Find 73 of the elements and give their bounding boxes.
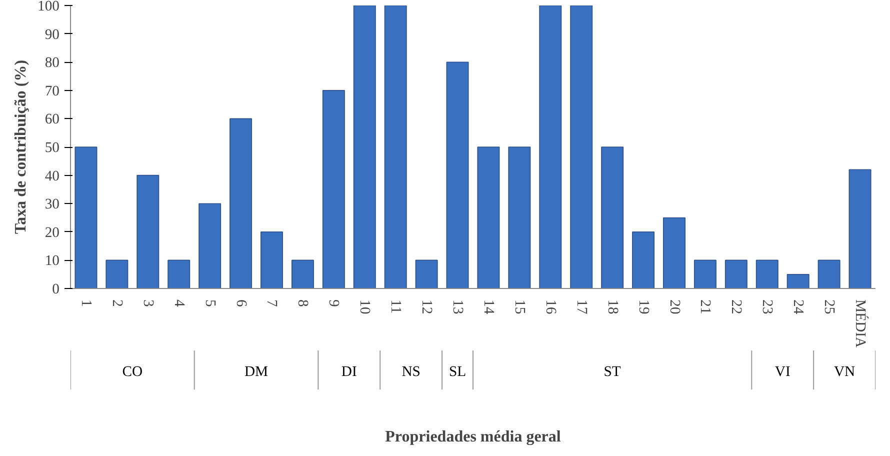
text: ST — [604, 364, 621, 380]
bar — [260, 232, 283, 288]
text: VN — [834, 364, 856, 380]
bar — [74, 146, 98, 288]
y-tick-label: 60 — [44, 112, 60, 128]
x-tick-label: 7 — [264, 300, 280, 307]
x-tick-label: 1 — [78, 300, 94, 307]
x-tick-label: 18 — [604, 300, 620, 314]
x-tick-label: 5 — [202, 300, 218, 307]
bar — [291, 260, 314, 288]
x-tick-label: 23 — [759, 300, 776, 314]
x-tick-label: 17 — [573, 300, 590, 314]
text: VI — [774, 364, 790, 380]
bar — [786, 274, 810, 288]
text: Propriedades média geral — [385, 428, 562, 446]
y-tick-label: 100 — [38, 0, 60, 14]
y-tick-label: 70 — [44, 83, 60, 100]
bar — [539, 6, 562, 288]
bar — [848, 169, 872, 288]
bar — [663, 217, 686, 288]
y-tick-label: 10 — [44, 253, 60, 270]
bar — [570, 6, 593, 288]
x-tick-label: 2 — [108, 300, 125, 307]
x-tick-label: 8 — [294, 300, 311, 307]
x-tick-label: 3 — [140, 300, 156, 307]
y-axis-title: Taxa de contribuição (%) — [12, 60, 30, 234]
text: DM — [244, 364, 268, 380]
y-tick-label: 90 — [44, 26, 60, 43]
bar — [508, 146, 531, 288]
bar — [632, 232, 655, 288]
x-tick-label: MÉDIA — [852, 300, 870, 348]
x-tick-label: 14 — [480, 300, 496, 315]
bar — [446, 62, 469, 288]
x-tick-label: 12 — [418, 300, 435, 314]
bar — [694, 260, 716, 288]
text: NS — [402, 364, 420, 380]
bar — [322, 90, 345, 288]
x-tick-label: 24 — [790, 300, 806, 315]
bar — [198, 203, 222, 288]
y-tick-label: 80 — [44, 55, 60, 72]
x-tick-label: 16 — [542, 300, 558, 314]
x-tick-label: 22 — [728, 300, 744, 314]
bar — [136, 174, 160, 288]
text: DI — [341, 364, 358, 380]
bar — [384, 6, 407, 288]
x-tick-label: 20 — [666, 300, 682, 314]
text: SL — [448, 364, 466, 380]
bar — [818, 260, 840, 288]
y-tick-label: 20 — [44, 224, 60, 241]
x-tick-label: 15 — [511, 300, 528, 314]
x-tick-label: 25 — [821, 300, 838, 314]
x-tick-label: 11 — [388, 300, 404, 314]
x-tick-label: 13 — [450, 300, 466, 314]
bar — [415, 260, 438, 288]
text: CO — [122, 364, 143, 380]
y-tick-label: 0 — [52, 282, 60, 298]
x-tick-label: 21 — [697, 300, 714, 314]
y-tick-label: 30 — [44, 196, 60, 213]
bar — [106, 260, 128, 288]
bar — [230, 118, 252, 288]
x-tick-label: 10 — [356, 300, 373, 314]
bar — [601, 146, 624, 288]
x-tick-label: 9 — [326, 300, 342, 307]
y-tick-label: 50 — [44, 140, 60, 156]
bar — [477, 146, 500, 288]
bar — [168, 260, 190, 288]
bar — [756, 260, 778, 288]
x-tick-label: 6 — [232, 300, 249, 307]
x-tick-label: 19 — [635, 300, 652, 314]
x-tick-label: 4 — [170, 300, 187, 308]
y-tick-label: 40 — [44, 168, 60, 184]
bar — [353, 6, 376, 288]
bar — [724, 260, 748, 288]
